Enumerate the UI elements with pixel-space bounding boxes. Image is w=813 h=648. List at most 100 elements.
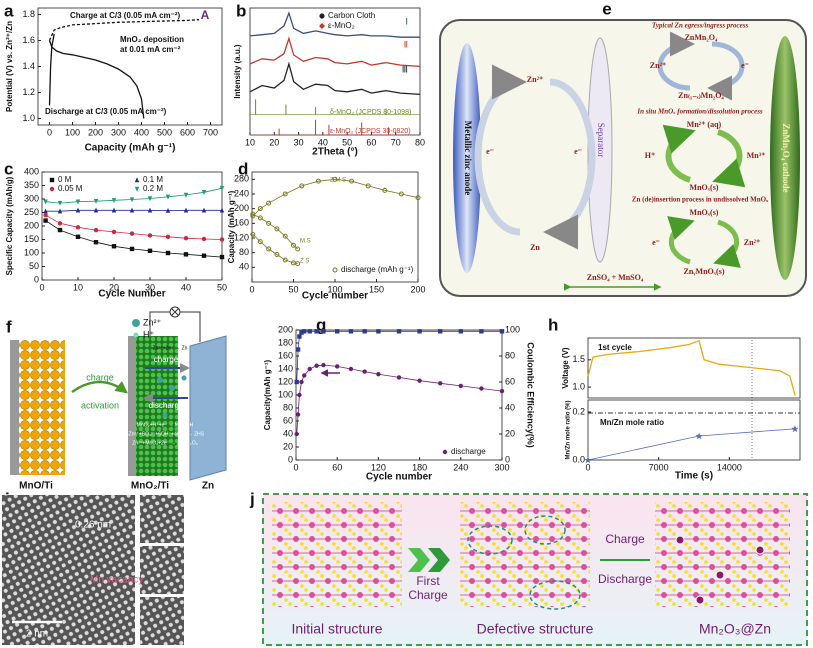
marker xyxy=(365,183,371,189)
marker xyxy=(396,329,402,334)
marker xyxy=(57,200,63,206)
annotation: A xyxy=(201,8,210,22)
legend-marker xyxy=(134,186,140,192)
x-tick-label: 20 xyxy=(109,282,119,292)
marker xyxy=(257,215,263,221)
substrate xyxy=(128,336,136,476)
annotation: Charge at C/3 (0.05 mA cm⁻²) xyxy=(70,11,181,20)
zn-anode xyxy=(189,335,227,481)
y-tick-label: 120 xyxy=(234,232,249,242)
y-tick-label: 1.8 xyxy=(22,9,35,19)
marker xyxy=(93,198,99,204)
series-line xyxy=(249,36,421,68)
marker xyxy=(43,213,48,218)
marker xyxy=(376,329,381,334)
series-label: Ⅱ xyxy=(404,39,408,49)
marker xyxy=(250,211,256,217)
y-axis-label: Intensity (a.u.) xyxy=(233,44,242,99)
series-label: Z M S xyxy=(330,178,346,184)
marker xyxy=(584,456,592,464)
label: H⁺ xyxy=(645,151,655,160)
panel-f: f charge activation Zn²⁺ H⁺ Zn²⁺+2e⁻ → Z… xyxy=(6,306,227,492)
arrow xyxy=(707,41,745,101)
anode xyxy=(453,43,481,273)
series-label: Ⅰ xyxy=(405,16,408,26)
series-label: Ⅲ xyxy=(402,64,408,74)
y-tick-label: 100 xyxy=(278,389,293,399)
label: Charge xyxy=(408,588,448,602)
y-tick-label: 40 xyxy=(283,428,293,438)
label: e⁻ xyxy=(741,61,749,70)
label: Separator xyxy=(596,123,606,157)
equation: 4Zn²⁺+SO₄²⁻+6OH⁻+4H₂O → ZHS xyxy=(126,431,205,437)
legend-label: discharge xyxy=(451,447,486,456)
panel-label: a xyxy=(4,1,14,20)
series-line xyxy=(48,40,145,119)
marker xyxy=(165,194,171,200)
panel-label: d xyxy=(238,159,248,178)
zn-ion xyxy=(675,535,765,605)
marker xyxy=(458,329,463,334)
label: ZnᵧMnOₓ(s) xyxy=(684,267,725,276)
marker xyxy=(396,375,402,380)
y-tick-label: 200 xyxy=(278,324,293,334)
y-tick-label: 180 xyxy=(278,337,293,347)
marker xyxy=(321,362,326,368)
legend-marker xyxy=(319,13,325,19)
marker xyxy=(295,412,301,417)
legend-label: 0 M xyxy=(58,175,72,184)
marker xyxy=(147,207,153,213)
panel-i: i 0.26 nm Mn vacancy 2 nm xyxy=(2,489,184,645)
marker xyxy=(297,392,302,398)
marker xyxy=(362,329,367,334)
marker xyxy=(250,213,256,219)
y-tick-label: 60 xyxy=(283,415,293,425)
label: Zn²⁺ xyxy=(744,238,760,247)
panel-label: h xyxy=(548,315,558,334)
panel-label: j xyxy=(249,489,255,508)
marker xyxy=(250,231,256,237)
chevron xyxy=(428,548,450,572)
x-tick-label: 70 xyxy=(391,137,401,147)
series-label: M S xyxy=(300,239,311,245)
series-line xyxy=(45,214,223,240)
x-tick-label: 60 xyxy=(332,462,342,472)
x-axis-label: Capacity (mAh g⁻¹) xyxy=(85,143,176,154)
marker xyxy=(257,206,263,212)
series-line xyxy=(252,234,298,265)
x-tick-label: 10 xyxy=(245,137,255,147)
marker xyxy=(219,207,225,213)
series-label: δ-MnO₂ (JCPDS 80-1098) xyxy=(330,109,411,116)
legend-marker xyxy=(332,267,338,273)
label: Discharge xyxy=(598,572,652,586)
series-line xyxy=(587,428,796,461)
x-tick-label: 300 xyxy=(494,462,509,472)
annotation: MnO₂ deposition xyxy=(120,35,184,44)
y-axis-label: Capacity(mAh g⁻¹) xyxy=(263,359,272,430)
marker xyxy=(57,208,63,214)
marker xyxy=(791,425,799,433)
y-tick-label: 20 xyxy=(283,441,293,451)
x-tick-label: 200 xyxy=(410,284,425,294)
y-tick-label: 120 xyxy=(278,376,293,386)
y2-tick-label: 80 xyxy=(505,350,515,360)
legend-marker xyxy=(134,177,140,183)
arrow xyxy=(71,380,128,394)
x-tick-label: 0 xyxy=(39,282,44,292)
plot-frame xyxy=(587,399,801,461)
y-tick-label: 0 xyxy=(288,454,293,464)
legend-label: 0.1 M xyxy=(143,175,163,184)
marker xyxy=(183,235,189,241)
y-tick-label: 40 xyxy=(239,262,249,272)
marker xyxy=(219,186,225,191)
panel-label: e xyxy=(602,0,611,18)
substrate xyxy=(10,340,19,475)
y2-tick-label: 20 xyxy=(505,428,515,438)
structure xyxy=(655,502,790,607)
marker xyxy=(93,240,99,245)
marker xyxy=(93,227,99,233)
x-tick-label: 40 xyxy=(318,137,328,147)
x-axis-label: 2Theta (°) xyxy=(312,147,358,158)
series-line xyxy=(587,339,796,396)
